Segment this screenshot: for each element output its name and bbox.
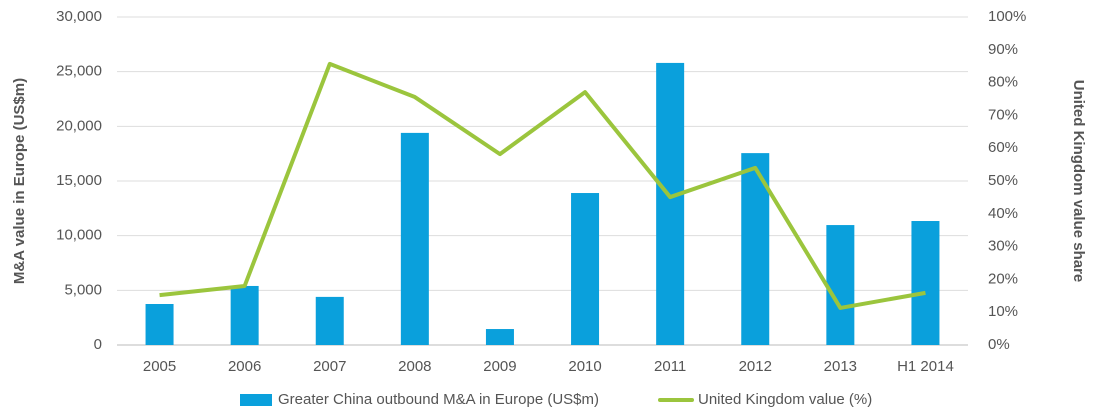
y-tick-label: 0 — [94, 336, 102, 353]
bar — [315, 296, 344, 345]
bar — [230, 285, 259, 345]
bar — [400, 132, 429, 345]
y2-tick-label: 70% — [988, 106, 1018, 123]
y-axis-title: M&A value in Europe (US$m) — [11, 78, 28, 284]
line — [159, 61, 926, 310]
y2-tick-label: 80% — [988, 74, 1018, 91]
y2-tick-label: 90% — [988, 41, 1018, 58]
y-tick-label: 20,000 — [56, 117, 102, 134]
y2-tick-label: 100% — [988, 8, 1026, 25]
bar — [571, 193, 600, 345]
y-tick-label: 5,000 — [64, 281, 102, 298]
bar — [911, 221, 940, 345]
x-tick-label: 2009 — [483, 358, 516, 375]
x-tick-label: 2011 — [654, 358, 686, 375]
x-tick-label: 2012 — [739, 358, 772, 375]
legend-swatch — [240, 394, 272, 406]
x-tick-label: 2010 — [568, 358, 601, 375]
x-tick-label: H1 2014 — [897, 358, 954, 375]
y-tick-label: 10,000 — [56, 227, 102, 244]
x-tick-label: 2007 — [313, 358, 346, 375]
y-tick-label: 25,000 — [56, 63, 102, 80]
y2-tick-label: 10% — [988, 303, 1018, 320]
y-tick-label: 15,000 — [56, 172, 102, 189]
y2-tick-label: 0% — [988, 336, 1010, 353]
legend-label: Greater China outbound M&A in Europe (US… — [278, 391, 599, 408]
x-tick-label: 2005 — [143, 358, 176, 375]
y2-tick-label: 30% — [988, 238, 1018, 255]
y2-tick-label: 20% — [988, 270, 1018, 287]
y2-axis-title: United Kingdom value share — [1070, 80, 1087, 283]
bar — [656, 62, 685, 346]
y2-tick-label: 60% — [988, 139, 1018, 156]
bar — [826, 225, 855, 345]
bar — [145, 304, 174, 345]
x-tick-label: 2006 — [228, 358, 261, 375]
y2-tick-label: 50% — [988, 172, 1018, 189]
y-tick-label: 30,000 — [56, 8, 102, 25]
x-tick-label: 2008 — [398, 358, 431, 375]
x-tick-label: 2013 — [824, 358, 857, 375]
bar — [485, 329, 514, 345]
legend-label: United Kingdom value (%) — [698, 391, 872, 408]
y2-tick-label: 40% — [988, 205, 1018, 222]
